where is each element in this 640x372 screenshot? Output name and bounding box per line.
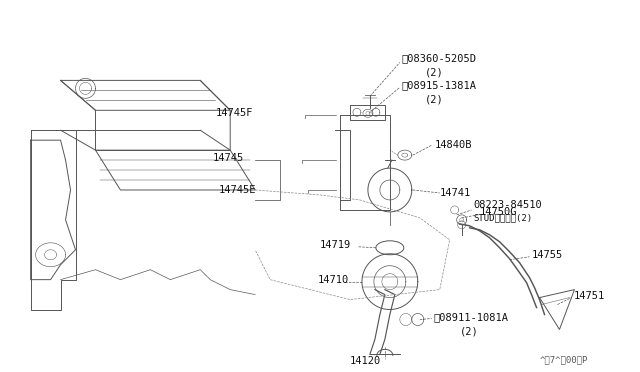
Text: (2): (2) xyxy=(425,94,444,104)
Text: ^・7^　00・P: ^・7^ 00・P xyxy=(540,355,588,364)
Text: 14751: 14751 xyxy=(573,291,605,301)
Text: 08223-84510: 08223-84510 xyxy=(474,200,543,210)
Text: 14755: 14755 xyxy=(532,250,563,260)
Text: 14840B: 14840B xyxy=(435,140,472,150)
Text: 14745F: 14745F xyxy=(215,108,253,118)
Text: STUDスタッド(2): STUDスタッド(2) xyxy=(474,214,532,222)
Text: 14120: 14120 xyxy=(350,356,381,366)
Text: 14745: 14745 xyxy=(212,153,243,163)
Text: 14741: 14741 xyxy=(440,188,471,198)
Text: Ⓥ08915-1381A: Ⓥ08915-1381A xyxy=(402,80,477,90)
Text: (2): (2) xyxy=(425,67,444,77)
Text: Ⓝ08911-1081A: Ⓝ08911-1081A xyxy=(434,312,509,323)
Text: 14745E: 14745E xyxy=(218,185,256,195)
Text: 14710: 14710 xyxy=(318,275,349,285)
Text: 14750G: 14750G xyxy=(479,207,517,217)
Text: 14719: 14719 xyxy=(320,240,351,250)
Text: Ⓢ08360-5205D: Ⓢ08360-5205D xyxy=(402,54,477,64)
Text: (2): (2) xyxy=(460,327,479,336)
